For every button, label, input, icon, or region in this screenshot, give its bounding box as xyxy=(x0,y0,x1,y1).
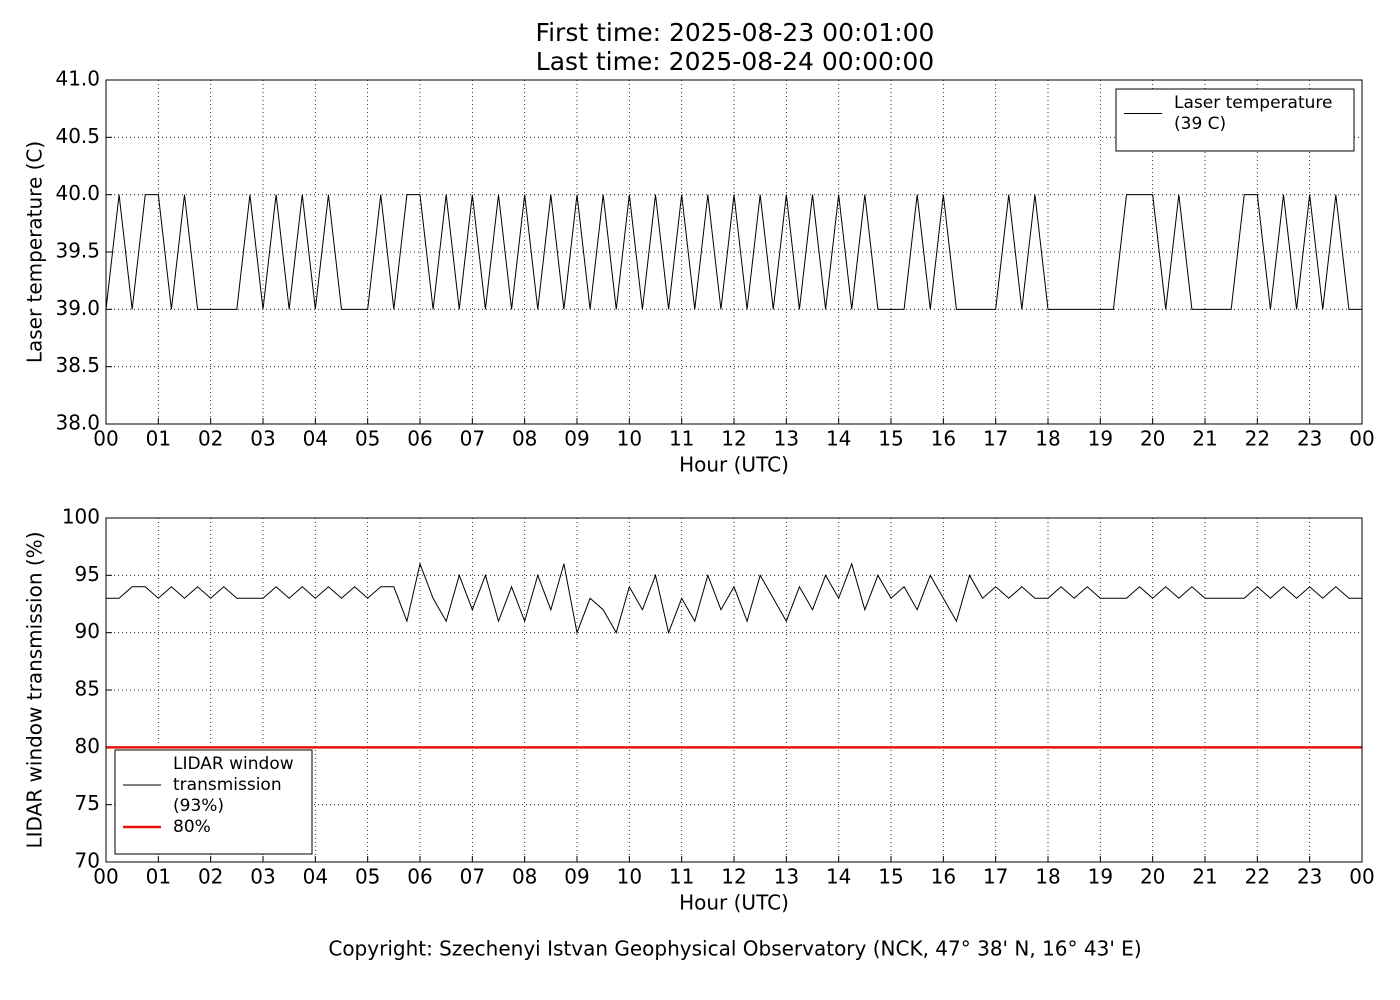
x-tick-label: 14 xyxy=(826,865,851,889)
legend-label: LIDAR window transmission (93%) xyxy=(173,754,294,816)
x-tick-label: 03 xyxy=(250,865,275,889)
legend-box xyxy=(1115,88,1355,152)
legend-label-line: (39 C) xyxy=(1174,114,1226,134)
legend-label-line: transmission xyxy=(173,775,282,795)
y-tick-label: 40.5 xyxy=(55,124,100,148)
y-tick-label: 40.0 xyxy=(55,181,100,205)
y-tick-label: 90 xyxy=(75,619,100,643)
x-tick-label: 16 xyxy=(931,427,956,451)
data-line xyxy=(106,562,1362,635)
x-tick-label: 05 xyxy=(355,865,380,889)
x-axis-label: Hour (UTC) xyxy=(679,891,789,915)
y-axis-label: Laser temperature (C) xyxy=(23,141,47,363)
x-tick-label: 09 xyxy=(564,427,589,451)
legend-label: Laser temperature (39 C) xyxy=(1174,93,1332,134)
x-tick-label: 00 xyxy=(93,865,118,889)
x-tick-label: 16 xyxy=(931,865,956,889)
copyright: Copyright: Szechenyi Istvan Geophysical … xyxy=(328,937,1141,961)
y-tick-label: 38.0 xyxy=(55,411,100,435)
x-tick-label: 04 xyxy=(303,865,328,889)
x-tick-label: 01 xyxy=(146,865,171,889)
y-tick-label: 70 xyxy=(75,849,100,873)
legend-label-line: 80% xyxy=(173,817,211,837)
x-tick-label: 02 xyxy=(198,865,223,889)
x-tick-label: 17 xyxy=(983,865,1008,889)
x-tick-label: 07 xyxy=(460,865,485,889)
plot-frame xyxy=(105,79,1363,425)
title-line: First time: 2025-08-23 00:01:00 xyxy=(536,18,935,47)
y-axis-label: LIDAR window transmission (%) xyxy=(23,532,47,849)
x-tick-label: 03 xyxy=(250,427,275,451)
y-tick-label: 41.0 xyxy=(55,67,100,91)
y-tick-label: 80 xyxy=(75,734,100,758)
x-tick-label: 23 xyxy=(1297,427,1322,451)
y-tick-label: 75 xyxy=(75,791,100,815)
y-tick-label: 85 xyxy=(75,677,100,701)
x-tick-label: 08 xyxy=(512,865,537,889)
x-tick-label: 23 xyxy=(1297,865,1322,889)
x-tick-label: 22 xyxy=(1245,427,1270,451)
x-tick-label: 15 xyxy=(878,427,903,451)
x-tick-label: 22 xyxy=(1245,865,1270,889)
x-tick-label: 11 xyxy=(669,865,694,889)
legend-label-line: LIDAR window xyxy=(173,754,294,774)
x-tick-label: 21 xyxy=(1192,427,1217,451)
x-tick-label: 13 xyxy=(774,427,799,451)
x-tick-label: 20 xyxy=(1140,427,1165,451)
x-tick-label: 18 xyxy=(1035,427,1060,451)
legend-box xyxy=(114,749,313,855)
x-tick-label: 09 xyxy=(564,865,589,889)
y-tick-label: 39.0 xyxy=(55,296,100,320)
x-tick-label: 06 xyxy=(407,865,432,889)
data-line xyxy=(105,194,1362,310)
x-tick-label: 13 xyxy=(774,865,799,889)
x-tick-label: 17 xyxy=(983,427,1008,451)
x-tick-label: 00 xyxy=(93,427,118,451)
plot-frame xyxy=(105,517,1363,863)
x-tick-label: 18 xyxy=(1035,865,1060,889)
y-tick-label: 38.5 xyxy=(55,353,100,377)
x-tick-label: 10 xyxy=(617,427,642,451)
x-tick-label: 08 xyxy=(512,427,537,451)
x-tick-label: 04 xyxy=(303,427,328,451)
x-tick-label: 10 xyxy=(617,865,642,889)
x-axis-label: Hour (UTC) xyxy=(679,453,789,477)
title-line: Last time: 2025-08-24 00:00:00 xyxy=(536,47,934,76)
x-tick-label: 01 xyxy=(146,427,171,451)
x-tick-label: 05 xyxy=(355,427,380,451)
x-tick-label: 12 xyxy=(721,865,746,889)
x-tick-label: 00 xyxy=(1349,427,1374,451)
x-tick-label: 20 xyxy=(1140,865,1165,889)
y-tick-label: 95 xyxy=(75,562,100,586)
y-tick-label: 39.5 xyxy=(55,239,100,263)
x-tick-label: 19 xyxy=(1088,865,1113,889)
x-tick-label: 00 xyxy=(1349,865,1374,889)
x-tick-label: 11 xyxy=(669,427,694,451)
legend-label-line: Laser temperature xyxy=(1174,93,1332,113)
x-tick-label: 21 xyxy=(1192,865,1217,889)
x-tick-label: 12 xyxy=(721,427,746,451)
x-tick-label: 02 xyxy=(198,427,223,451)
x-tick-label: 07 xyxy=(460,427,485,451)
legend-label: 80% xyxy=(173,817,211,837)
x-tick-label: 19 xyxy=(1088,427,1113,451)
legend-label-line: (93%) xyxy=(173,796,224,816)
y-tick-label: 100 xyxy=(62,505,100,529)
x-tick-label: 15 xyxy=(878,865,903,889)
x-tick-label: 06 xyxy=(407,427,432,451)
x-tick-label: 14 xyxy=(826,427,851,451)
